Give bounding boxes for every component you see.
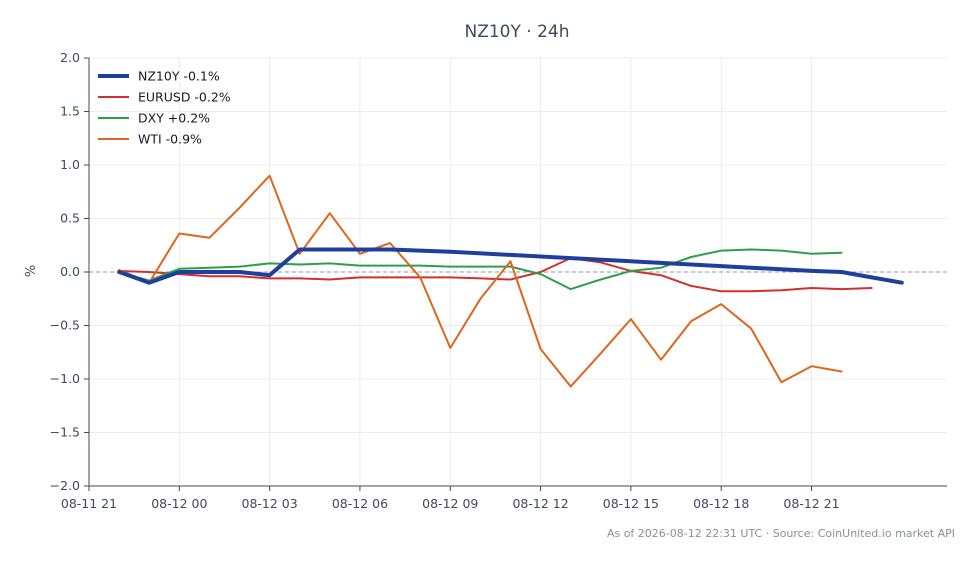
legend: NZ10Y -0.1% EURUSD -0.2% DXY +0.2% WTI -0.9… (98, 69, 231, 147)
chart-title: NZ10Y · 24h (465, 22, 570, 42)
x-tick-label: 08-12 21 (783, 496, 839, 511)
x-tick-labels: 08-11 21 08-12 00 08-12 03 08-12 06 08-12 09… (61, 496, 840, 511)
y-tick-label: −1.5 (50, 425, 80, 440)
y-tick-label: 1.5 (60, 104, 80, 119)
legend-label: WTI -0.9% (138, 132, 202, 147)
x-tick-label: 08-12 18 (693, 496, 749, 511)
x-tick-label: 08-12 09 (422, 496, 478, 511)
series-line (118, 174, 843, 388)
series-line (118, 248, 843, 291)
y-tick-label: −1.0 (50, 371, 80, 386)
series-line (117, 247, 904, 285)
legend-label: EURUSD -0.2% (138, 90, 231, 105)
x-tick-label: 08-12 03 (242, 496, 298, 511)
y-axis-label: % (24, 265, 39, 277)
x-tick-label: 08-12 12 (512, 496, 568, 511)
y-tick-label: 0.5 (60, 211, 80, 226)
series-line (118, 257, 873, 293)
series-layer (117, 174, 904, 388)
x-tick-label: 08-11 21 (61, 496, 117, 511)
x-tick-label: 08-12 00 (151, 496, 207, 511)
y-tick-label: 0.0 (60, 264, 80, 279)
x-tick-label: 08-12 06 (332, 496, 388, 511)
footer-source: As of 2026-08-12 22:31 UTC · Source: Coi… (607, 527, 955, 540)
y-tick-labels: 2.0 1.5 1.0 0.5 0.0 −0.5 −1.0 −1.5 −2.0 (50, 50, 80, 493)
y-tick-label: 1.0 (60, 157, 80, 172)
legend-label: DXY +0.2% (138, 111, 210, 126)
y-tick-label: 2.0 (60, 50, 80, 65)
legend-label: NZ10Y -0.1% (138, 69, 220, 84)
y-tick-label: −0.5 (50, 318, 80, 333)
y-tick-label: −2.0 (50, 478, 80, 493)
x-tick-label: 08-12 15 (603, 496, 659, 511)
axes (84, 57, 947, 491)
